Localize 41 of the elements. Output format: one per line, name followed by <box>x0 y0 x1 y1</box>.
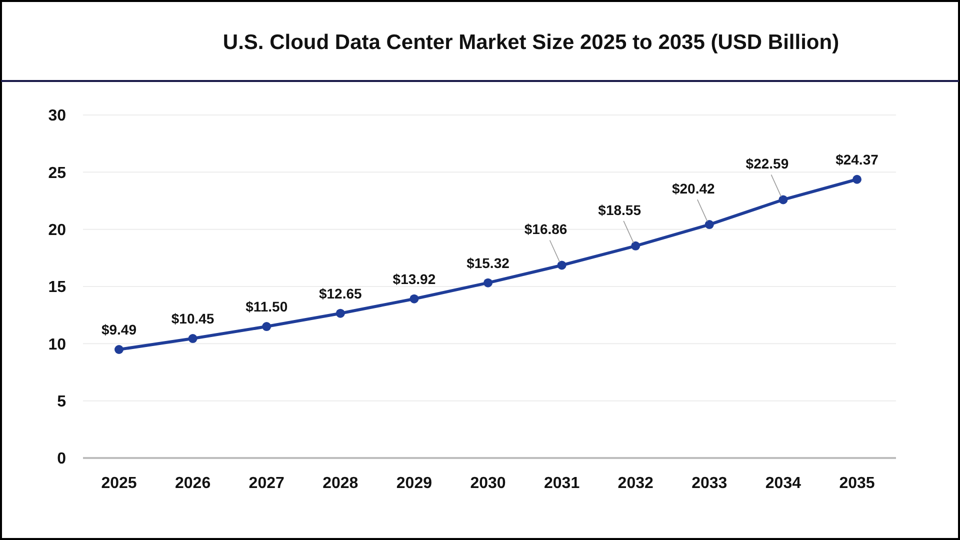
point <box>262 322 272 332</box>
x-tick-label: 2027 <box>248 475 284 492</box>
data-label: $15.32 <box>466 254 510 271</box>
y-tick-label: 10 <box>48 336 66 354</box>
point <box>336 308 345 318</box>
point <box>852 174 862 184</box>
x-tick-label: 2032 <box>618 475 654 492</box>
x-tick-label: 2025 <box>101 475 137 492</box>
x-tick-label: 2026 <box>175 475 211 492</box>
x-tick-label: 2035 <box>839 475 875 492</box>
point <box>631 241 640 250</box>
x-tick-label: 2028 <box>322 475 358 492</box>
x-tick-label: 2034 <box>765 475 802 492</box>
data-label: $16.86 <box>524 221 568 238</box>
y-tick-label: 0 <box>57 450 66 468</box>
x-tick-label: 2033 <box>692 475 728 492</box>
chart-title: U.S. Cloud Data Center Market Size 2025 to 2035 (USD Billion) <box>222 31 840 54</box>
y-tick-label: 30 <box>48 108 66 125</box>
data-label: $18.55 <box>598 202 642 218</box>
point <box>114 345 124 354</box>
data-label: $24.37 <box>836 151 879 168</box>
y-tick-label: 5 <box>57 393 66 410</box>
x-tick-label: 2029 <box>396 475 432 492</box>
data-label: $9.49 <box>101 322 137 338</box>
point <box>704 220 714 230</box>
data-label: $12.65 <box>318 285 362 302</box>
x-tick-label: 2030 <box>470 475 506 492</box>
data-label: $11.50 <box>246 298 288 315</box>
y-tick-label: 25 <box>48 164 66 182</box>
data-label: $10.45 <box>171 310 214 327</box>
point <box>778 195 788 204</box>
point <box>188 334 198 344</box>
y-tick-label: 20 <box>48 222 66 239</box>
data-label: $13.92 <box>392 270 436 287</box>
point <box>410 294 419 304</box>
data-label: $20.42 <box>672 180 716 197</box>
y-tick-label: 15 <box>48 279 66 296</box>
point <box>557 260 566 270</box>
x-tick-label: 2031 <box>544 475 580 492</box>
point <box>484 278 492 288</box>
data-label: $22.59 <box>746 156 789 172</box>
